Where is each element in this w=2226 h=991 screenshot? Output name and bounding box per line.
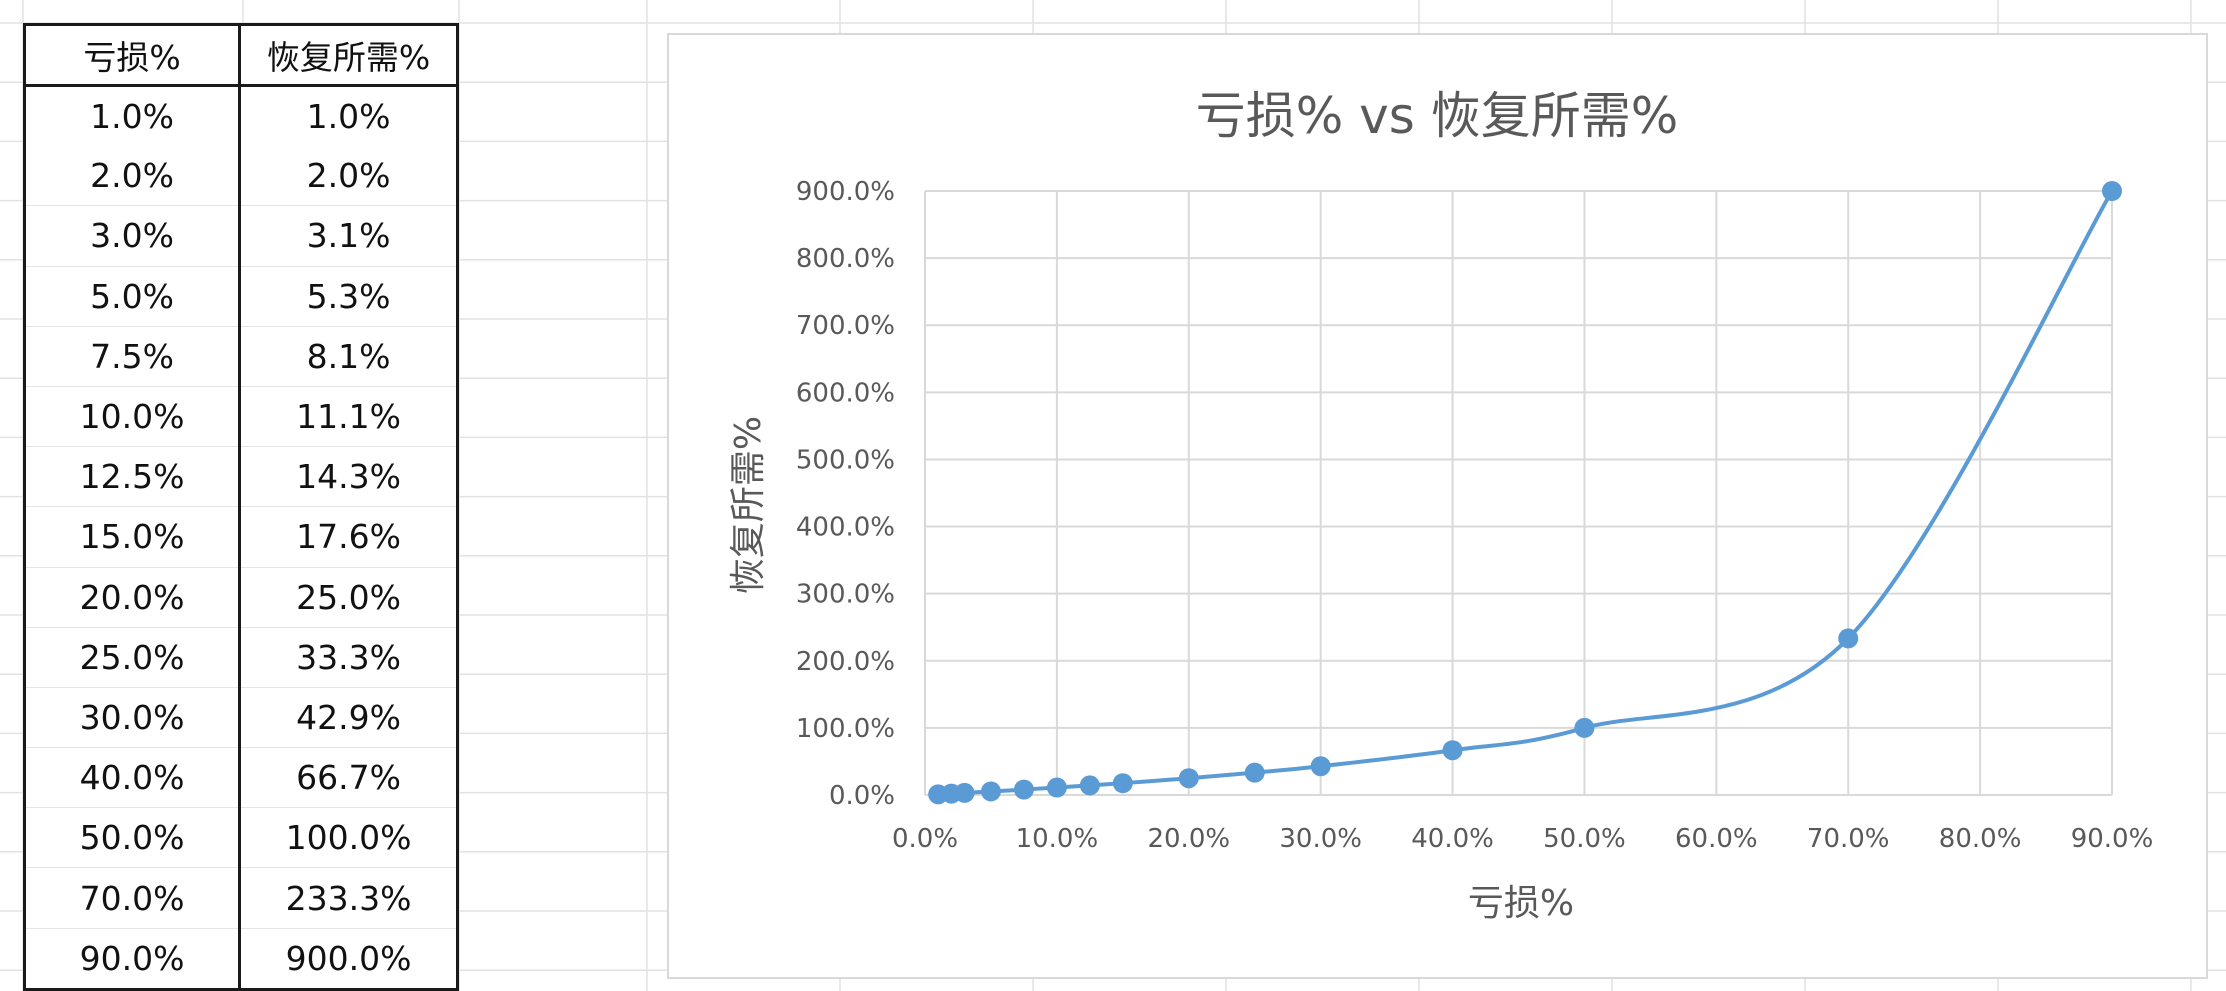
series-points [928,181,2122,805]
loss-cell[interactable]: 5.0% [22,265,242,327]
data-point[interactable] [1112,773,1133,794]
y-tick-label: 400.0% [796,513,895,543]
data-point[interactable] [1838,628,1859,649]
recovery-cell[interactable]: 900.0% [238,927,459,990]
table-row: 20.0% 25.0% [22,566,459,628]
data-point[interactable] [1046,777,1067,798]
recovery-cell[interactable]: 1.0% [238,85,459,147]
y-tick-label: 800.0% [796,244,895,274]
recovery-cell[interactable]: 11.1% [238,385,459,447]
x-tick-label: 40.0% [1411,824,1494,854]
data-point[interactable] [1442,740,1463,761]
recovery-cell[interactable]: 2.0% [238,146,459,206]
loss-cell[interactable]: 50.0% [22,807,242,868]
y-tick-label: 900.0% [796,177,895,207]
x-tick-label: 0.0% [892,824,958,854]
x-tick-label: 60.0% [1675,824,1758,854]
header-loss[interactable]: 亏损% [22,24,242,87]
series-line [938,189,2114,797]
y-tick-label: 0.0% [829,781,895,811]
data-point[interactable] [1244,762,1265,783]
y-axis-title: 恢复所需% [728,416,769,594]
recovery-cell[interactable]: 17.6% [238,506,459,567]
chart-title: 亏损% vs 恢复所需% [1196,87,1678,145]
chart-area[interactable]: 0.0% 100.0% 200.0% 300.0% 400.0% 500.0% 600.0%… [667,33,2208,979]
table-row: 7.5% 8.1% [22,325,459,387]
recovery-cell[interactable]: 8.1% [238,325,459,387]
y-tick-label: 200.0% [796,647,895,677]
header-recovery[interactable]: 恢复所需% [238,24,459,87]
loss-cell[interactable]: 10.0% [22,385,242,447]
chart-axes [924,191,2112,796]
x-tick-label: 70.0% [1807,824,1890,854]
y-tick-label: 300.0% [796,580,895,610]
recovery-cell[interactable]: 14.3% [238,446,459,507]
table-row: 5.0% 5.3% [22,265,459,327]
data-point[interactable] [1178,768,1199,789]
loss-cell[interactable]: 12.5% [22,446,242,507]
recovery-cell[interactable]: 25.0% [238,566,459,628]
x-axis-title: 亏损% [1468,883,1574,924]
chart-gridlines [924,190,2113,796]
table-row: 3.0% 3.1% [22,205,459,267]
recovery-cell[interactable]: 42.9% [238,686,459,748]
x-tick-label: 90.0% [2071,824,2154,854]
x-tick-label: 30.0% [1279,824,1362,854]
table-row: 10.0% 11.1% [22,385,459,447]
x-tick-labels: 0.0% 10.0% 20.0% 30.0% 40.0% 50.0% 60.0% 70.0% 8… [892,824,2153,854]
data-point[interactable] [1013,779,1034,800]
x-tick-label: 50.0% [1543,824,1626,854]
loss-recovery-table: 亏损% 恢复所需% 1.0% 1.0% 2.0% 2.0% 3.0% 3.1% 5.0% 5.… [22,23,459,991]
y-tick-label: 500.0% [796,445,895,475]
scatter-chart: 0.0% 100.0% 200.0% 300.0% 400.0% 500.0% 600.0%… [728,87,2153,924]
x-tick-label: 20.0% [1147,824,1230,854]
loss-cell[interactable]: 3.0% [22,205,242,267]
table-row: 1.0% 1.0% [22,85,459,147]
loss-cell[interactable]: 2.0% [22,146,242,206]
recovery-cell[interactable]: 100.0% [238,807,459,868]
x-tick-label: 10.0% [1016,824,1099,854]
loss-cell[interactable]: 20.0% [22,566,242,628]
loss-cell[interactable]: 15.0% [22,506,242,567]
data-point[interactable] [1310,756,1331,777]
table-row: 2.0% 2.0% [22,146,459,206]
y-tick-label: 600.0% [796,378,895,408]
y-tick-labels: 0.0% 100.0% 200.0% 300.0% 400.0% 500.0% 600.0%… [796,177,895,811]
table-row: 12.5% 14.3% [22,446,459,507]
loss-cell[interactable]: 70.0% [22,867,242,929]
table-row: 70.0% 233.3% [22,867,459,929]
table-row: 25.0% 33.3% [22,626,459,688]
table-row: 30.0% 42.9% [22,686,459,748]
data-point[interactable] [954,782,975,803]
loss-cell[interactable]: 25.0% [22,626,242,688]
table-row: 90.0% 900.0% [22,927,459,990]
loss-cell[interactable]: 30.0% [22,686,242,748]
x-tick-label: 80.0% [1939,824,2022,854]
data-point[interactable] [1574,717,1595,738]
data-point[interactable] [980,781,1001,802]
recovery-cell[interactable]: 233.3% [238,867,459,929]
loss-cell[interactable]: 40.0% [22,747,242,808]
loss-cell[interactable]: 7.5% [22,325,242,387]
recovery-cell[interactable]: 33.3% [238,626,459,688]
data-point[interactable] [1079,775,1100,796]
loss-cell[interactable]: 90.0% [22,927,242,990]
table-row: 50.0% 100.0% [22,807,459,868]
y-tick-label: 700.0% [796,311,895,341]
table-row: 15.0% 17.6% [22,506,459,567]
loss-cell[interactable]: 1.0% [22,85,242,147]
recovery-cell[interactable]: 5.3% [238,265,459,327]
recovery-cell[interactable]: 66.7% [238,747,459,808]
table-row: 40.0% 66.7% [22,747,459,808]
recovery-cell[interactable]: 3.1% [238,205,459,267]
y-tick-label: 100.0% [796,714,895,744]
data-point[interactable] [2102,181,2122,201]
table-header-row: 亏损% 恢复所需% [22,24,459,87]
